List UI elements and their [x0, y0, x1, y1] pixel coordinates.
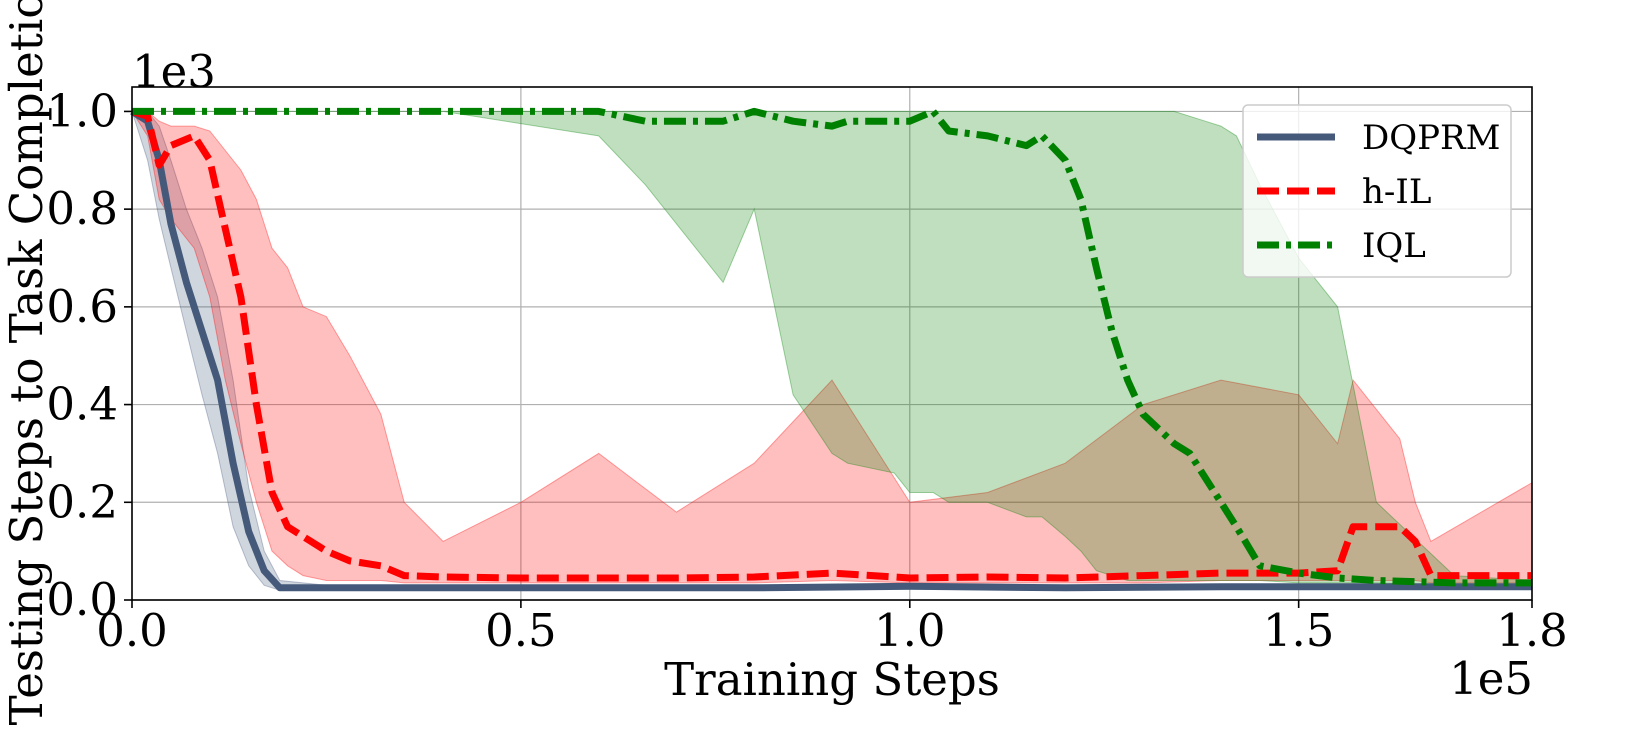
x-tick-label: 1.0 — [874, 604, 946, 657]
series-line-iql — [132, 107, 1532, 587]
series-line-h-il — [130, 108, 1532, 582]
series-lines — [130, 107, 1532, 592]
legend-label-iql: IQL — [1362, 226, 1426, 266]
legend-box — [1242, 104, 1512, 278]
y-tick-label: 0.4 — [46, 378, 118, 431]
tick-labels: 0.0 0.5 1.0 1.5 1.8 0.0 0.2 0.4 0.6 0.8 1.0 — [46, 84, 1567, 657]
y-tick-label: 1.0 — [46, 84, 118, 137]
legend: DQPRM h-IL IQL — [1242, 104, 1512, 278]
x-tick-label: 0.5 — [485, 604, 557, 657]
y-axis-label: Testing Steps to Task Completion — [0, 0, 53, 725]
axes — [124, 86, 1533, 608]
series-line-dqprm — [130, 108, 1532, 592]
y-tick-label: 0.6 — [46, 280, 118, 333]
x-tick-label: 0.0 — [96, 604, 168, 657]
x-axis-label: Training Steps — [664, 653, 1000, 706]
y-scale-label: 1e3 — [132, 45, 216, 98]
x-scale-label: 1e5 — [1449, 652, 1533, 705]
legend-label-dqprm: DQPRM — [1362, 118, 1500, 158]
x-tick-label: 1.8 — [1496, 604, 1568, 657]
y-tick-label: 0.0 — [46, 573, 118, 626]
plot-frame — [131, 86, 1533, 601]
y-tick-label: 0.2 — [46, 475, 118, 528]
y-tick-label: 0.8 — [46, 182, 118, 235]
legend-label-h-il: h-IL — [1362, 172, 1431, 212]
x-tick-label: 1.5 — [1263, 604, 1335, 657]
